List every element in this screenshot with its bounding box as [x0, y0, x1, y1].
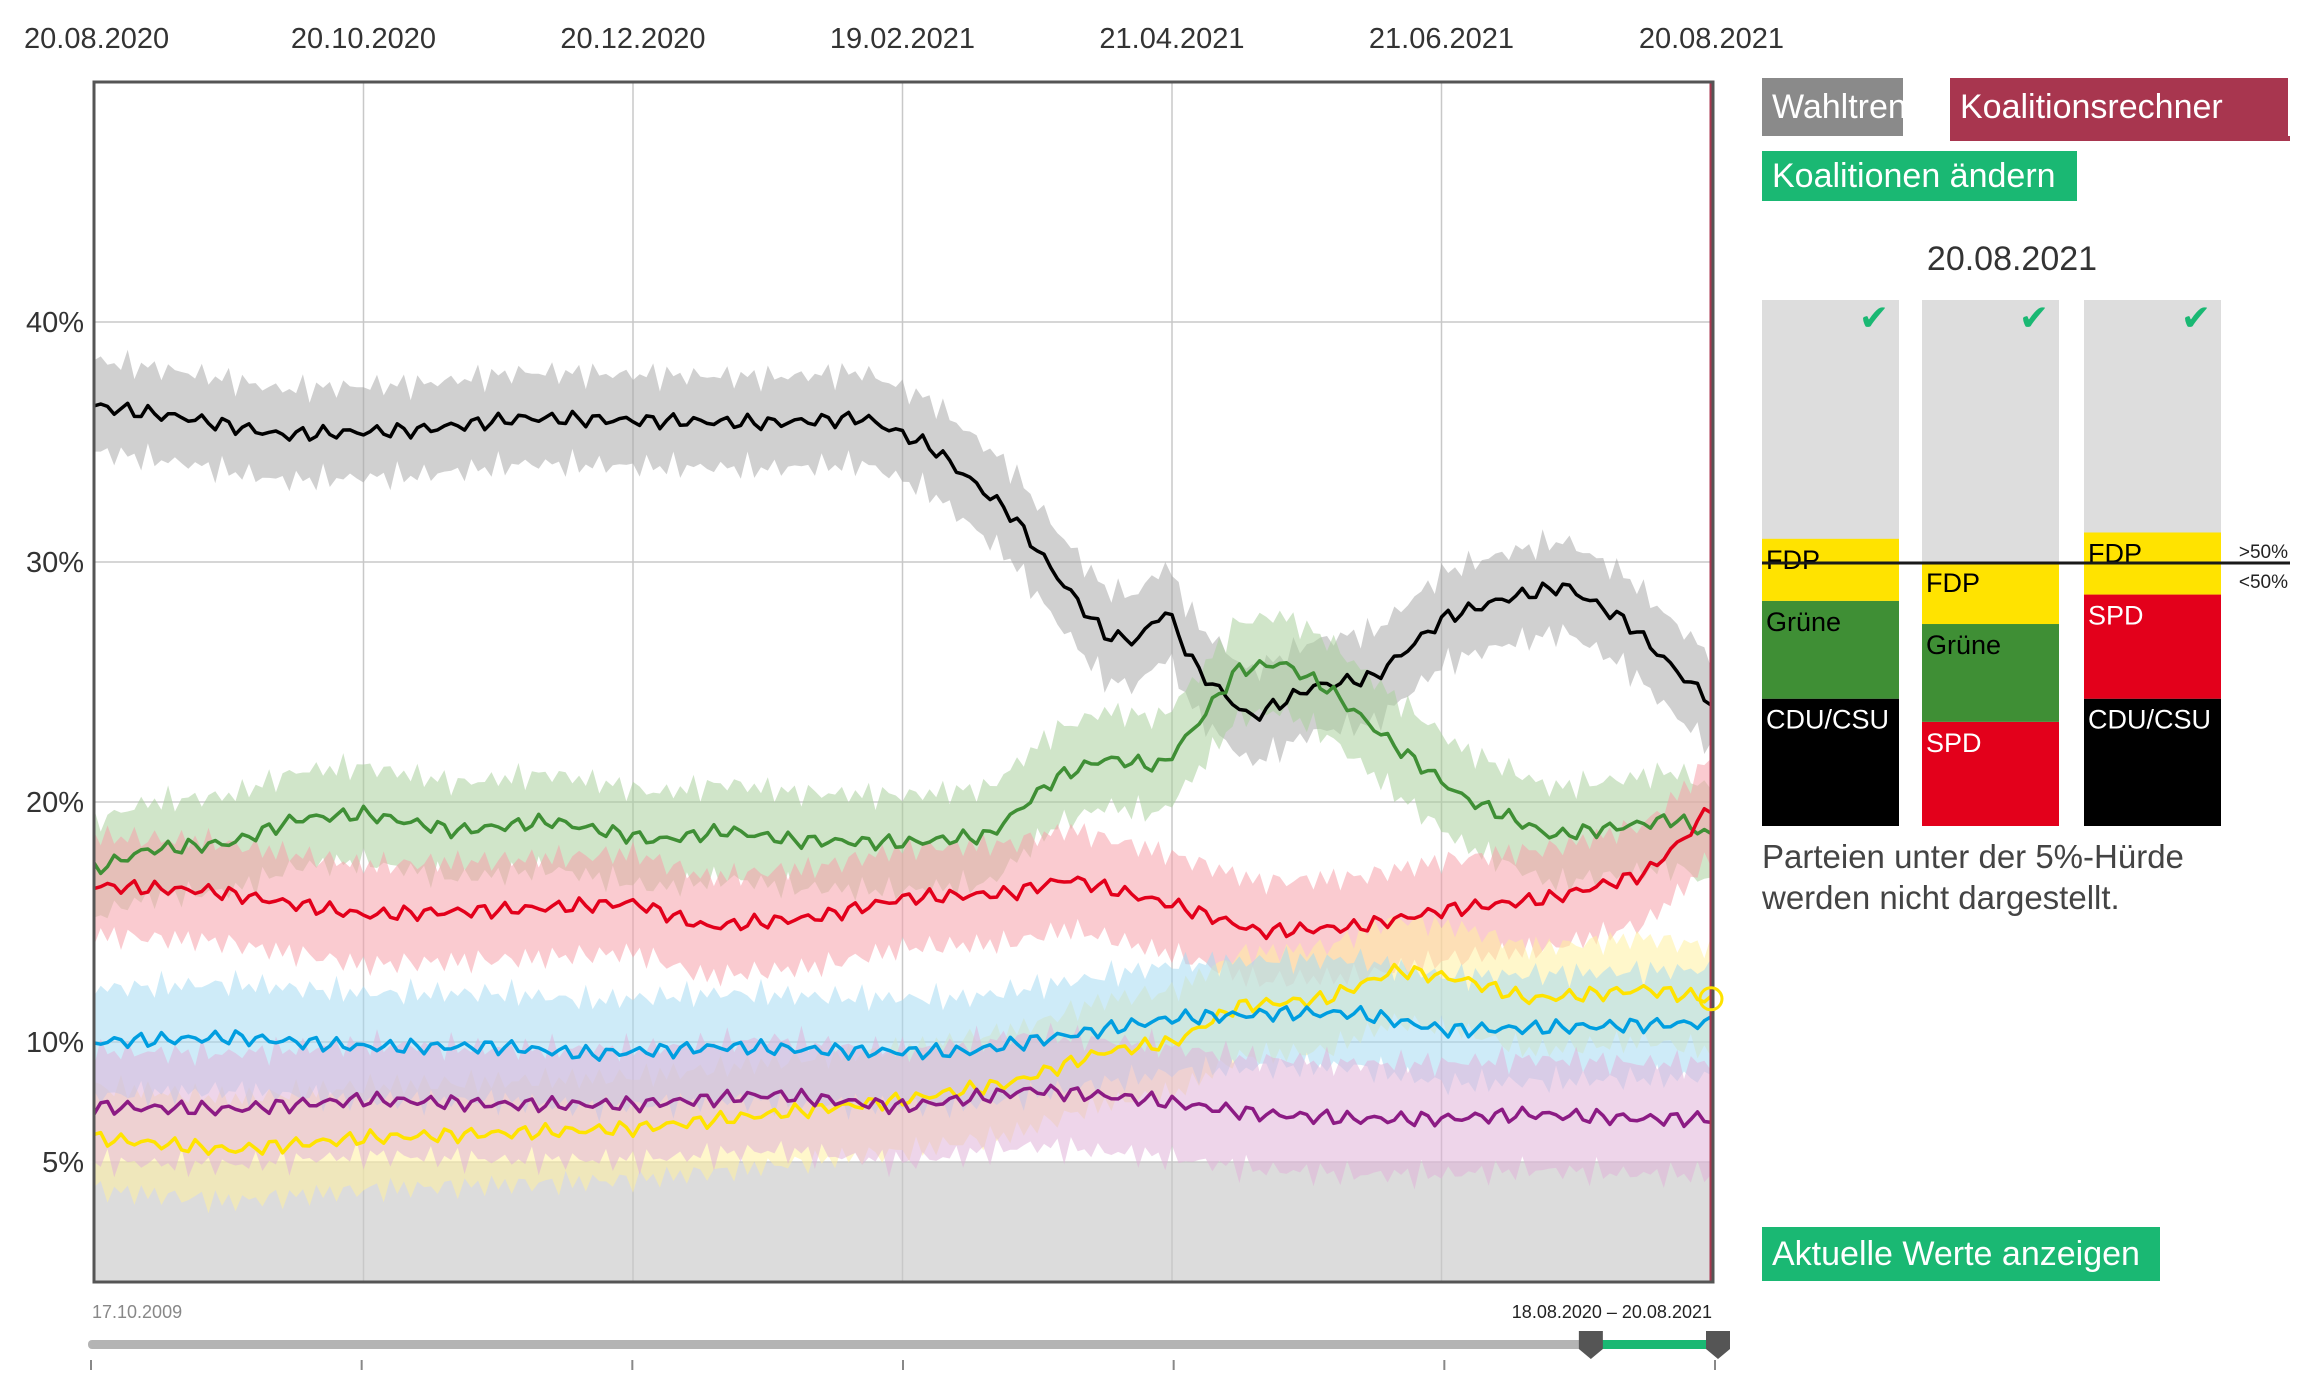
y-tick-label: 5%: [42, 1147, 84, 1179]
tab-koalitionsrechner[interactable]: Koalitionsrechner: [1950, 78, 2288, 136]
y-tick-label: 40%: [26, 307, 84, 339]
coalition-segment-label: CDU/CSU: [1766, 705, 1889, 735]
coalition-segment: [1762, 600, 1899, 699]
threshold-note-line: werden nicht dargestellt.: [1762, 879, 2120, 916]
show-current-values-button[interactable]: Aktuelle Werte anzeigen: [1762, 1227, 2160, 1281]
threshold-note-line: Parteien unter der 5%-Hürde: [1762, 838, 2184, 875]
yellow-end-marker: [1698, 986, 1724, 1012]
series-line: [94, 962, 1713, 1156]
series-line: [94, 1083, 1712, 1129]
change-coalitions-button[interactable]: Koalitionen ändern: [1762, 151, 2077, 201]
coalition-segment-label: CDU/CSU: [2088, 705, 2211, 735]
tab-wahltrend[interactable]: Wahltrend: [1762, 78, 1926, 136]
timeline-handle-start[interactable]: [1578, 1331, 1603, 1359]
x-tick-label: 20.08.2020: [24, 23, 169, 55]
timeline-ticks: [90, 1360, 1716, 1370]
check-icon: ✔: [1859, 297, 1889, 338]
x-tick-label: 21.06.2021: [1369, 23, 1514, 55]
majority-below-label: <50%: [2239, 572, 2288, 593]
confidence-bands: [94, 349, 1711, 1214]
timeline-handle-end[interactable]: [1706, 1331, 1730, 1359]
coalition-segment: [1762, 698, 1899, 826]
active-tab-underline: [1950, 136, 2290, 141]
y-tick-label: 10%: [26, 1027, 84, 1059]
coalition-segment-label: FDP: [1766, 545, 1820, 575]
x-tick-label: 19.02.2021: [830, 23, 975, 55]
timeline-start-label: 17.10.2009: [92, 1302, 182, 1322]
plot-frame: [92, 80, 1715, 1284]
coalition-segment: [1922, 721, 2059, 826]
timeline-selected-range[interactable]: [1590, 1340, 1718, 1349]
series-line: [94, 806, 1712, 941]
series-line: [94, 1004, 1712, 1062]
check-icon: ✔: [2019, 297, 2049, 338]
x-tick-label: 20.08.2021: [1639, 23, 1784, 55]
y-tick-label: 20%: [26, 787, 84, 819]
check-icon: ✔: [2181, 297, 2211, 338]
x-tick-label: 21.04.2021: [1099, 23, 1244, 55]
coalition-segment: [2084, 698, 2221, 826]
coalition-segment-label: Grüne: [1926, 630, 2001, 660]
series-line: [94, 659, 1712, 876]
threshold-note: Parteien unter der 5%-Hürde werden nicht…: [1762, 836, 2282, 918]
timeline-track[interactable]: [88, 1340, 1718, 1349]
x-tick-labels: 20.08.2020 20.10.2020 20.12.2020 19.02.2021…: [24, 23, 1784, 55]
majority-above-label: >50%: [2239, 542, 2288, 563]
series-band: [94, 610, 1711, 919]
panel-date: 20.08.2021: [1926, 240, 2098, 278]
series-lines: [94, 401, 1713, 1156]
coalition-segment-label: Grüne: [1766, 607, 1841, 637]
y-tick-labels: 5% 10% 20% 30% 40%: [26, 307, 84, 1179]
x-tick-label: 20.12.2020: [560, 23, 705, 55]
timeline-range-label: 18.08.2020 – 20.08.2021: [1512, 1302, 1712, 1322]
coalition-segment-label: FDP: [1926, 568, 1980, 598]
coalition-segment: [1922, 624, 2059, 722]
coalition-segment: [1762, 538, 1899, 601]
y-tick-label: 30%: [26, 547, 84, 579]
coalition-segment-label: SPD: [2088, 601, 2144, 631]
series-line: [94, 401, 1712, 722]
coalition-segment: [1922, 561, 2059, 625]
coalition-segment: [2084, 594, 2221, 699]
coalition-segment-label: SPD: [1926, 728, 1982, 758]
x-tick-label: 20.10.2020: [291, 23, 436, 55]
